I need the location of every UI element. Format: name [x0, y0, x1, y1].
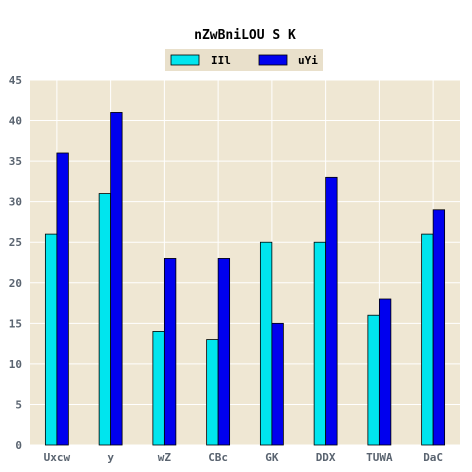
legend-swatch-uyi	[258, 54, 288, 66]
bar-uyi-cbc	[217, 258, 231, 446]
bar-iil-cbc	[206, 339, 219, 446]
x-tick-label: TUWA	[366, 451, 393, 464]
y-tick-label: 25	[9, 236, 22, 249]
y-tick-label: 15	[9, 317, 22, 330]
y-tick-label: 45	[9, 74, 22, 87]
axes: 0 5 10 15 20 25 30 35 40 45 Uxcw y wZ CBc GK DDX TUWA DaC	[9, 74, 443, 464]
x-tick-label: y	[107, 451, 114, 464]
bar-iil-wz	[152, 331, 165, 446]
bars	[44, 112, 446, 446]
bar-uyi-gk	[271, 322, 284, 446]
legend-label-iil: IIl	[211, 54, 231, 67]
bar-iil-y	[98, 193, 112, 446]
y-tick-label: 35	[9, 155, 22, 168]
bar-uyi-wz	[163, 258, 177, 446]
x-tick-label: Uxcw	[44, 451, 71, 464]
x-tick-label: DaC	[423, 451, 443, 464]
bar-iil-dac	[421, 233, 434, 446]
legend-box	[165, 49, 323, 71]
bar-uyi-uxcw	[56, 152, 69, 446]
legend-label-uyi: uYi	[298, 54, 318, 67]
legend-swatch-iil	[170, 54, 200, 66]
x-tick-label: wZ	[158, 451, 172, 464]
bar-uyi-tuwa	[378, 298, 392, 446]
bar-iil-ddx	[313, 241, 327, 446]
bar-uyi-y	[110, 112, 123, 446]
bar-uyi-ddx	[325, 176, 338, 446]
y-tick-label: 5	[15, 398, 22, 411]
legend: IIl uYi	[165, 49, 323, 71]
x-tick-label: GK	[265, 451, 279, 464]
y-tick-label: 20	[9, 277, 22, 290]
bar-iil-tuwa	[367, 314, 380, 446]
bar-iil-uxcw	[44, 233, 58, 446]
chart-title: nZwBniLOU S K	[194, 28, 296, 43]
y-tick-label: 40	[9, 115, 22, 128]
plot-area	[30, 80, 460, 445]
y-tick-label: 0	[15, 439, 22, 452]
x-tick-label: CBc	[208, 451, 228, 464]
y-tick-label: 10	[9, 358, 22, 371]
bar-uyi-dac	[432, 209, 446, 446]
x-tick-label: DDX	[316, 451, 336, 464]
y-tick-label: 30	[9, 196, 22, 209]
bar-iil-gk	[259, 241, 273, 446]
